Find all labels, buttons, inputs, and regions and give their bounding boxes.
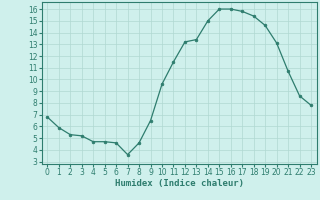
X-axis label: Humidex (Indice chaleur): Humidex (Indice chaleur) (115, 179, 244, 188)
